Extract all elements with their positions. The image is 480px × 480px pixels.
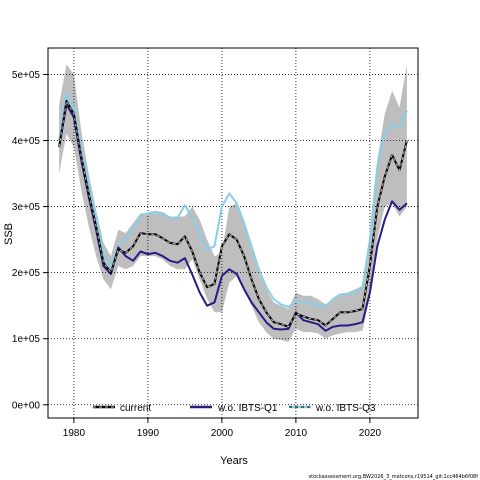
x-axis-title: Years bbox=[220, 455, 248, 467]
x-tick-label: 2010 bbox=[285, 428, 308, 439]
y-axis-title: SSB bbox=[3, 223, 15, 245]
x-axis: 1980 1990 2000 2010 2020 bbox=[63, 418, 382, 439]
y-tick-label: 3e+05 bbox=[12, 202, 41, 213]
plot-frame bbox=[47, 47, 419, 419]
confidence-band bbox=[59, 64, 407, 342]
y-tick-label: 4e+05 bbox=[12, 136, 41, 147]
legend-label-w-o-ibts-q3: w.o. IBTS-Q3 bbox=[315, 403, 376, 414]
watermark: stockassessment.org,BW2026_3_matcons,r19… bbox=[309, 474, 479, 480]
series-line-current-dash bbox=[58, 99, 408, 328]
confidence-band-layer bbox=[59, 64, 407, 342]
x-tick-label: 2000 bbox=[211, 428, 234, 439]
y-tick-label: 0e+00 bbox=[12, 400, 41, 411]
y-axis: 0e+00 1e+05 2e+05 3e+05 4e+05 5e+05 bbox=[12, 70, 48, 411]
x-tick-label: 1980 bbox=[63, 428, 86, 439]
legend: current w.o. IBTS-Q1 w.o. IBTS-Q3 bbox=[93, 403, 376, 414]
legend-label-w-o-ibts-q1: w.o. IBTS-Q1 bbox=[217, 403, 278, 414]
y-tick-label: 2e+05 bbox=[12, 268, 41, 279]
y-tick-label: 5e+05 bbox=[12, 70, 41, 81]
x-tick-label: 2020 bbox=[359, 428, 382, 439]
legend-label-current: current bbox=[120, 403, 151, 414]
x-tick-label: 1990 bbox=[137, 428, 160, 439]
series-layer bbox=[58, 93, 408, 332]
y-tick-label: 1e+05 bbox=[12, 334, 41, 345]
